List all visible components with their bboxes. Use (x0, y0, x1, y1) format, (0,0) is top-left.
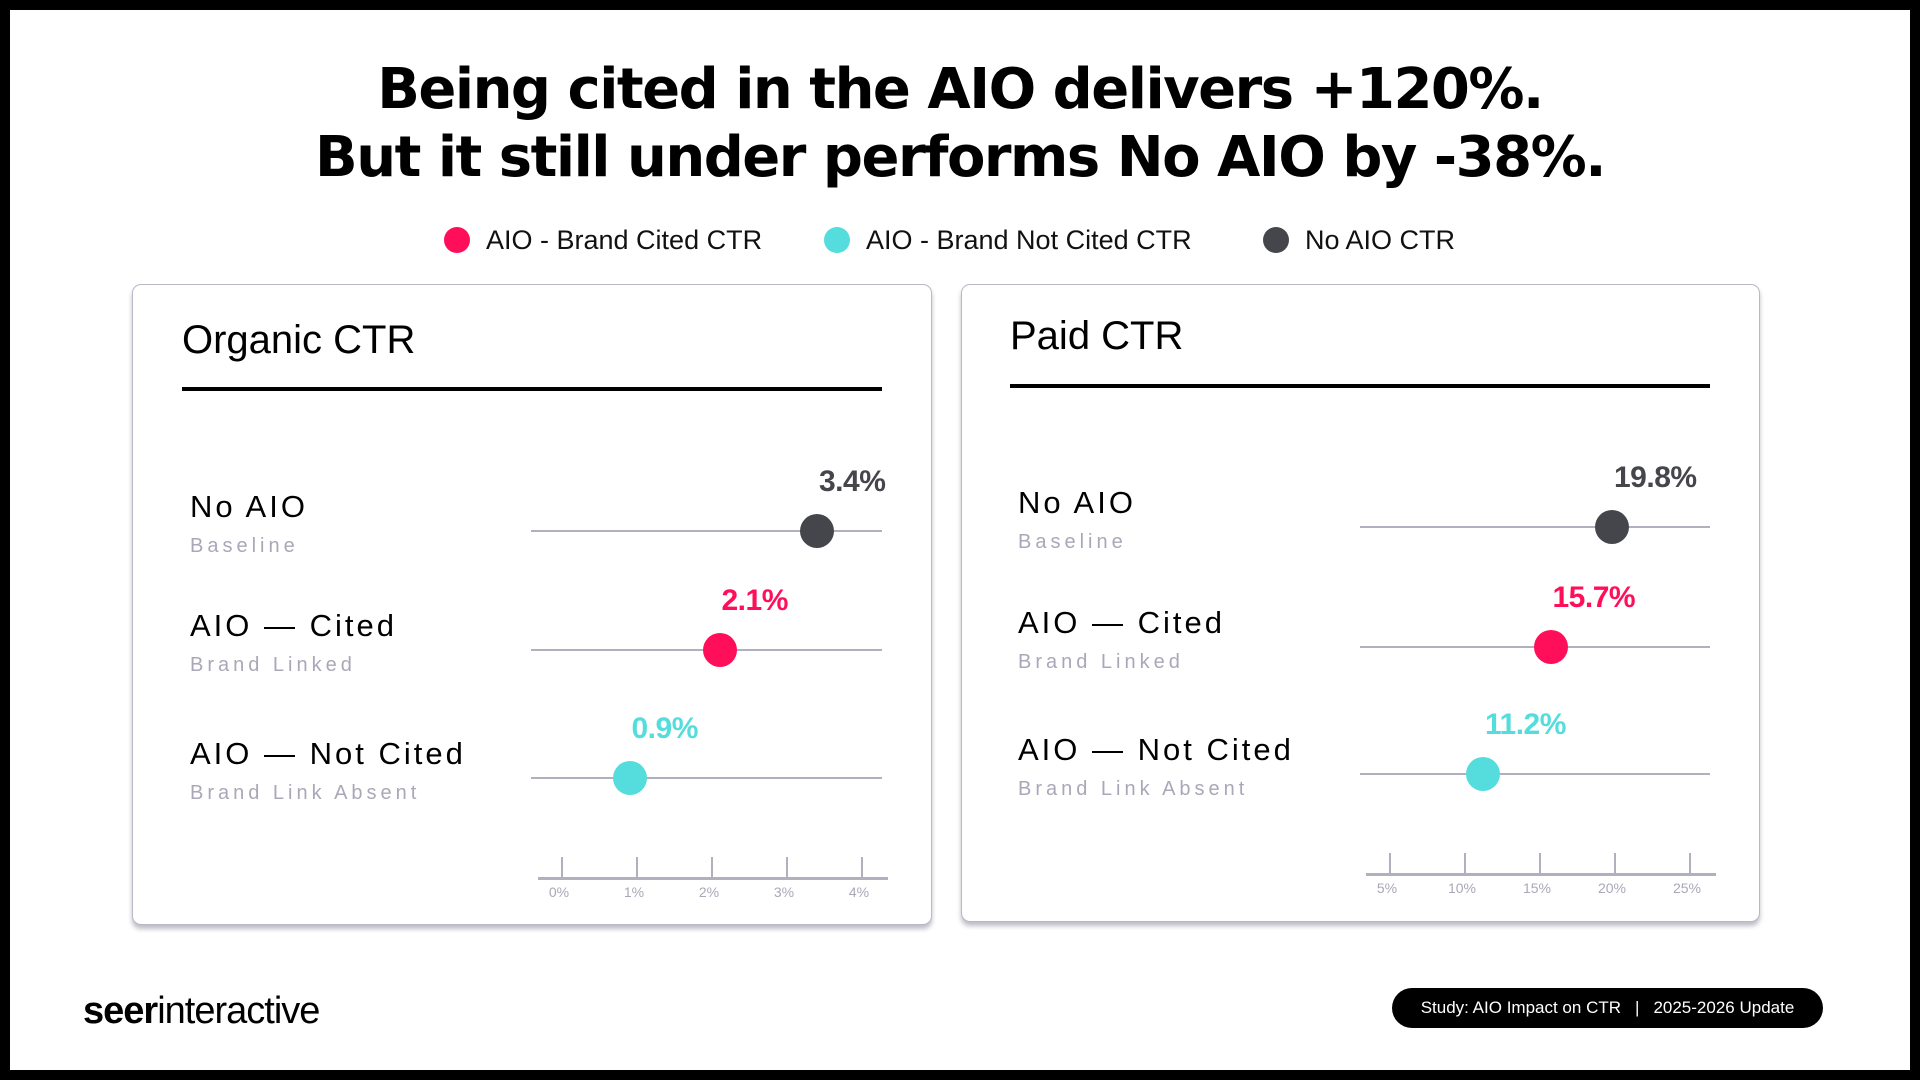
organic-row-label: AIO — Cited (190, 608, 397, 643)
organic-value-label: 2.1% (721, 584, 789, 617)
paid-ctr-card (961, 284, 1760, 922)
paid-axis-tick (1614, 853, 1616, 873)
paid-tick-label: 25% (1672, 880, 1702, 896)
legend-item-no-aio: No AIO CTR (1263, 225, 1455, 255)
paid-row-label: No AIO (1018, 485, 1136, 520)
seer-interactive-logo: seerinteractive (83, 990, 320, 1033)
paid-axis-tick (1464, 853, 1466, 873)
organic-row-label: AIO — Not Cited (190, 736, 466, 771)
paid-value-label: 11.2% (1485, 708, 1566, 741)
paid-value-label: 19.8% (1614, 461, 1697, 494)
organic-axis-tick (786, 857, 788, 877)
organic-tick-label: 4% (848, 884, 870, 900)
legend-dot-pink-icon (444, 227, 470, 253)
paid-tick-label: 20% (1597, 880, 1627, 896)
organic-row-sublabel: Brand Link Absent (190, 782, 421, 804)
headline-line-2: But it still under performs No AIO by -3… (315, 125, 1606, 190)
study-badge-separator: | (1635, 998, 1640, 1017)
organic-data-point (800, 514, 834, 548)
organic-axis-tick (561, 857, 563, 877)
paid-axis-line (1366, 873, 1716, 876)
legend-dot-dark-icon (1263, 227, 1289, 253)
study-badge-title: Study: AIO Impact on CTR (1420, 998, 1622, 1017)
organic-axis-tick (636, 857, 638, 877)
study-badge: Study: AIO Impact on CTR | 2025-2026 Upd… (1392, 988, 1823, 1028)
organic-ctr-title: Organic CTR (182, 318, 416, 362)
paid-ctr-title: Paid CTR (1010, 314, 1184, 358)
legend-label: AIO - Brand Not Cited CTR (866, 224, 1192, 255)
organic-row-sublabel: Baseline (190, 535, 299, 557)
paid-axis-tick (1689, 853, 1691, 873)
paid-track-line (1360, 526, 1710, 528)
organic-axis-tick (861, 857, 863, 877)
organic-tick-label: 1% (623, 884, 645, 900)
organic-row-sublabel: Brand Linked (190, 654, 356, 676)
organic-track-line (531, 777, 882, 779)
paid-tick-label: 5% (1376, 880, 1398, 896)
paid-data-point (1595, 510, 1629, 544)
logo-bold-part: seer (83, 990, 158, 1032)
organic-title-rule (182, 387, 882, 391)
paid-row-sublabel: Brand Linked (1018, 651, 1184, 673)
paid-tick-label: 10% (1447, 880, 1477, 896)
organic-tick-label: 2% (698, 884, 720, 900)
paid-row-sublabel: Brand Link Absent (1018, 778, 1249, 800)
organic-tick-label: 3% (773, 884, 795, 900)
paid-row-sublabel: Baseline (1018, 531, 1127, 553)
organic-tick-label: 0% (548, 884, 570, 900)
organic-data-point (612, 761, 647, 795)
organic-value-label: 3.4% (819, 465, 886, 498)
paid-data-point (1533, 630, 1568, 664)
paid-row-label: AIO — Not Cited (1018, 732, 1294, 767)
study-badge-date: 2025-2026 Update (1653, 998, 1795, 1017)
legend-item-brand-not-cited: AIO - Brand Not Cited CTR (824, 225, 1192, 255)
organic-axis-line (538, 877, 888, 880)
paid-axis-tick (1539, 853, 1541, 873)
headline-line-1: Being cited in the AIO delivers +120%. (377, 57, 1544, 122)
paid-row-label: AIO — Cited (1018, 605, 1225, 640)
organic-track-line (531, 530, 882, 532)
organic-ctr-card (132, 284, 932, 925)
organic-data-point (702, 633, 737, 667)
logo-regular-part: interactive (157, 990, 320, 1032)
organic-value-label: 0.9% (631, 712, 699, 745)
legend-item-brand-cited: AIO - Brand Cited CTR (444, 225, 762, 255)
organic-axis-tick (711, 857, 713, 877)
paid-axis-tick (1389, 853, 1391, 873)
paid-tick-label: 15% (1522, 880, 1552, 896)
paid-title-rule (1010, 384, 1710, 388)
legend-label: AIO - Brand Cited CTR (486, 224, 763, 255)
organic-row-label: No AIO (190, 489, 308, 524)
paid-track-line (1360, 773, 1710, 775)
legend-dot-cyan-icon (824, 227, 850, 253)
paid-value-label: 15.7% (1552, 581, 1636, 614)
paid-data-point (1466, 757, 1500, 791)
legend-label: No AIO CTR (1305, 224, 1456, 255)
